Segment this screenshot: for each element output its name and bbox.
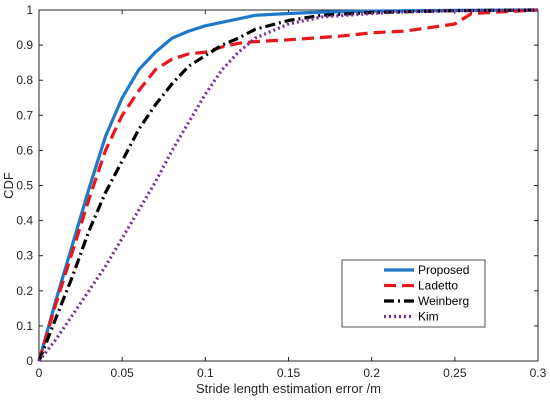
y-tick-label: 0.1 (16, 319, 33, 333)
x-tick-label: 0 (36, 366, 43, 380)
y-axis-ticks: 0 0.1 0.2 0.3 0.4 0.5 0.6 0.7 0.8 0.9 1 (16, 3, 538, 368)
y-tick-label: 0 (26, 354, 33, 368)
x-tick-label: 0.2 (363, 366, 380, 380)
y-tick-label: 0.5 (16, 179, 33, 193)
y-tick-label: 0.4 (16, 214, 33, 228)
legend-label-proposed: Proposed (418, 263, 469, 277)
y-axis-label: CDF (1, 172, 16, 199)
y-tick-label: 0.8 (16, 73, 33, 87)
legend-label-kim: Kim (418, 310, 439, 324)
series-line-kim (37, 8, 539, 362)
y-tick-label: 0.6 (16, 143, 33, 157)
y-tick-label: 0.2 (16, 284, 33, 298)
x-tick-label: 0.25 (443, 366, 467, 380)
legend-label-weinberg: Weinberg (418, 294, 469, 308)
series-lines (37, 8, 539, 362)
x-axis-label: Stride length estimation error /m (196, 381, 381, 396)
y-tick-label: 0.9 (16, 38, 33, 52)
y-tick-label: 0.7 (16, 108, 33, 122)
x-tick-label: 0.1 (197, 366, 214, 380)
x-axis-ticks: 0 0.05 0.1 0.15 0.2 0.25 0.3 (36, 10, 547, 380)
y-tick-label: 1 (26, 3, 33, 17)
x-tick-label: 0.3 (530, 366, 547, 380)
series-line-ladetto (37, 8, 539, 362)
x-tick-label: 0.15 (277, 366, 301, 380)
y-tick-label: 0.3 (16, 249, 33, 263)
legend-label-ladetto: Ladetto (418, 279, 458, 293)
x-tick-label: 0.05 (110, 366, 134, 380)
series-line-proposed (37, 8, 539, 362)
